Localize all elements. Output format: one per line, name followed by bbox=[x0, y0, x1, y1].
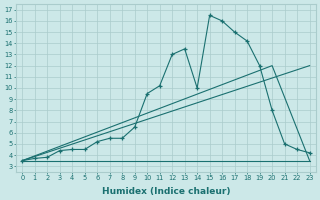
X-axis label: Humidex (Indice chaleur): Humidex (Indice chaleur) bbox=[102, 187, 230, 196]
